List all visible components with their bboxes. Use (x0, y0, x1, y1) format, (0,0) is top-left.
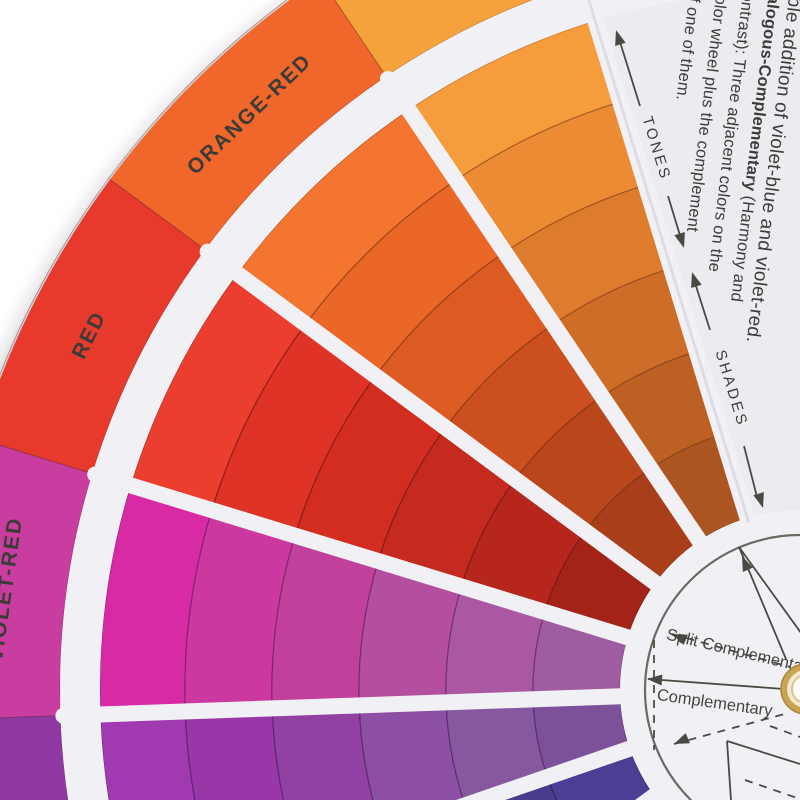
shades-arrow-line (694, 282, 758, 498)
hub-dash-right-upper (769, 725, 800, 738)
shades-arrow-up-icon (691, 272, 702, 288)
spoke-separator-5 (455, 738, 646, 800)
grommet-hole (791, 675, 800, 703)
tones-arrow-up-icon (615, 30, 626, 46)
tones-arrow-down-icon (674, 232, 685, 248)
shades-arrow-down-icon (753, 492, 764, 508)
spoke-separator-4 (55, 688, 637, 724)
complementary-line (647, 678, 785, 690)
spoke-separator-2 (199, 243, 670, 596)
grommet (780, 663, 800, 715)
pointer-arrow-icon (742, 556, 753, 572)
card-edge-line (587, 0, 751, 524)
split-complementary-dash-lower (673, 712, 789, 745)
split-arrow-upper-icon (672, 634, 688, 645)
rim-separator-ring (60, 0, 683, 800)
spoke-separator-3 (87, 466, 644, 648)
hub-dash-right-lower (744, 779, 800, 800)
spoke-separator-1 (379, 71, 712, 556)
split-arrow-lower-icon (674, 733, 690, 744)
lower-pointer-lines (726, 740, 800, 800)
split-complementary-dash-upper (671, 633, 791, 668)
hub-separator-ring (620, 510, 800, 800)
complementary-arrow-icon (647, 674, 663, 686)
